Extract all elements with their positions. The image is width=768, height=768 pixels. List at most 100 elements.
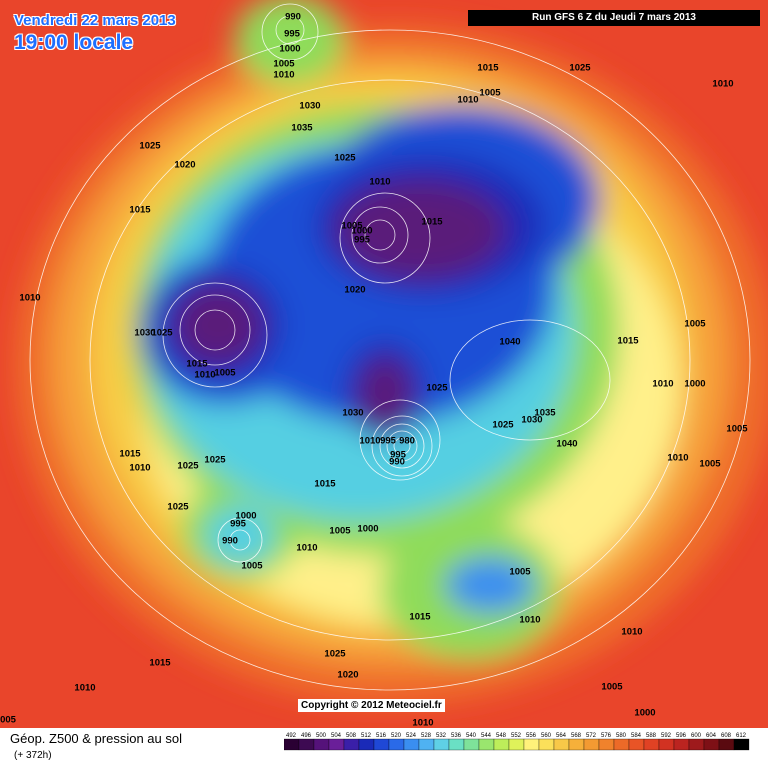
isobar-label: 1010 — [273, 70, 294, 81]
isobar-label: 995 — [284, 29, 301, 40]
color-scale: 492 496 500 504 508 512 516 520 524 528 532 536 540 5… — [284, 733, 750, 751]
isobar-label: 1010 — [369, 177, 390, 188]
scale-label: 508 — [346, 733, 357, 739]
scale-swatch — [284, 738, 300, 751]
scale-label: 612 — [736, 733, 747, 739]
isobar-label: 980 — [399, 436, 415, 447]
isobar-label: 995 — [390, 450, 407, 461]
legend-lead: (+ 372h) — [14, 750, 52, 761]
scale-swatch — [718, 738, 735, 751]
isobar-label: 1005 — [509, 567, 531, 578]
scale-swatch — [538, 738, 555, 751]
scale-swatch — [403, 738, 420, 751]
legend-title: Géop. Z500 & pression au sol — [10, 731, 182, 746]
forecast-time: 19:00 locale — [14, 31, 134, 54]
scale-swatch — [418, 738, 435, 751]
run-info: Run GFS 6 Z du Jeudi 7 mars 2013 — [468, 10, 760, 26]
isobar-label: 1005 — [241, 561, 263, 572]
isobar-label: 1015 — [477, 63, 499, 74]
isobar-label: 995 — [380, 436, 397, 447]
isobar-label: 1005 — [329, 526, 351, 537]
scale-label: 532 — [436, 733, 447, 739]
isobar-label: 1020 — [344, 285, 365, 296]
scale-label: 604 — [706, 733, 717, 739]
isobar-label: 1035 — [291, 123, 313, 134]
isobars — [29, 3, 751, 691]
scale-label: 524 — [406, 733, 417, 739]
isobar-label: 1015 — [409, 612, 431, 623]
scale-label: 544 — [481, 733, 492, 739]
isobar-label: 1025 — [139, 141, 161, 152]
isobar-label: 1015 — [314, 479, 336, 490]
isobar-label: 1010 — [359, 436, 380, 447]
scale-swatch — [598, 738, 615, 751]
scale-label: 540 — [466, 733, 477, 739]
isobar-label: 990 — [222, 536, 238, 547]
isobar-label: 1025 — [492, 420, 514, 431]
isobar-label: 1015 — [119, 449, 141, 460]
isobar-label: 1025 — [204, 455, 226, 466]
scale-label: 552 — [511, 733, 522, 739]
scale-label: 564 — [556, 733, 567, 739]
isobar-label: 1025 — [167, 502, 189, 513]
scale-label: 584 — [631, 733, 642, 739]
scale-swatch — [313, 738, 330, 751]
isobar-label: 1000 — [684, 379, 705, 390]
isobar-label: 1025 — [426, 383, 448, 394]
scale-swatch — [523, 738, 540, 751]
scale-label: 504 — [331, 733, 342, 739]
scale-label: 536 — [451, 733, 462, 739]
isobar-label: 005 — [0, 715, 17, 726]
isobar-label: 995 — [230, 519, 247, 530]
isobar-label: 1030 — [342, 408, 363, 419]
scale-swatch — [703, 738, 720, 751]
isobar-label: 1000 — [634, 708, 655, 719]
isobar-label: 1030 — [521, 415, 542, 426]
isobar-label: 1005 — [479, 88, 501, 99]
isobar-label: 990 — [285, 12, 301, 23]
scale-swatch — [628, 738, 645, 751]
scale-swatch — [388, 738, 405, 751]
isobar-label: 1010 — [667, 453, 688, 464]
isobar-label: 1005 — [726, 424, 748, 435]
scale-label: 528 — [421, 733, 432, 739]
isobar-label: 1015 — [617, 336, 639, 347]
scale-label: 556 — [526, 733, 537, 739]
scale-swatch — [328, 738, 345, 751]
isobar-label: 1040 — [499, 337, 520, 348]
scale-label: 548 — [496, 733, 507, 739]
scale-label: 576 — [601, 733, 612, 739]
isobar-label: 1010 — [412, 718, 433, 728]
scale-swatch — [613, 738, 630, 751]
scale-label: 520 — [391, 733, 402, 739]
isobar-label: 1030 — [299, 101, 320, 112]
isobar-label: 1005 — [684, 319, 706, 330]
scale-label: 572 — [586, 733, 597, 739]
isobar-label: 990 — [389, 457, 405, 468]
isobar-label: 1010 — [129, 463, 150, 474]
isobar-label: 1010 — [74, 683, 95, 694]
isobar-label: 1005 — [699, 459, 721, 470]
isobar-label: 1000 — [279, 44, 300, 55]
isobar-label: 995 — [354, 235, 371, 246]
scale-swatch — [508, 738, 525, 751]
scale-swatch — [373, 738, 390, 751]
isobar-label: 1025 — [324, 649, 346, 660]
scale-label: 580 — [616, 733, 627, 739]
scale-swatch — [463, 738, 480, 751]
scale-swatch — [298, 738, 315, 751]
scale-swatch — [583, 738, 600, 751]
copyright: Copyright © 2012 Meteociel.fr — [298, 699, 445, 712]
isobar-label: 1015 — [186, 359, 208, 370]
scale-label: 516 — [376, 733, 387, 739]
scale-swatch — [358, 738, 375, 751]
isobar-label: 1015 — [149, 658, 171, 669]
isobar-label: 1025 — [334, 153, 356, 164]
scale-label: 588 — [646, 733, 657, 739]
forecast-date: Vendredi 22 mars 2013 — [14, 12, 176, 29]
scale-label: 596 — [676, 733, 687, 739]
geopotential-field — [15, 0, 768, 705]
scale-swatch — [568, 738, 585, 751]
